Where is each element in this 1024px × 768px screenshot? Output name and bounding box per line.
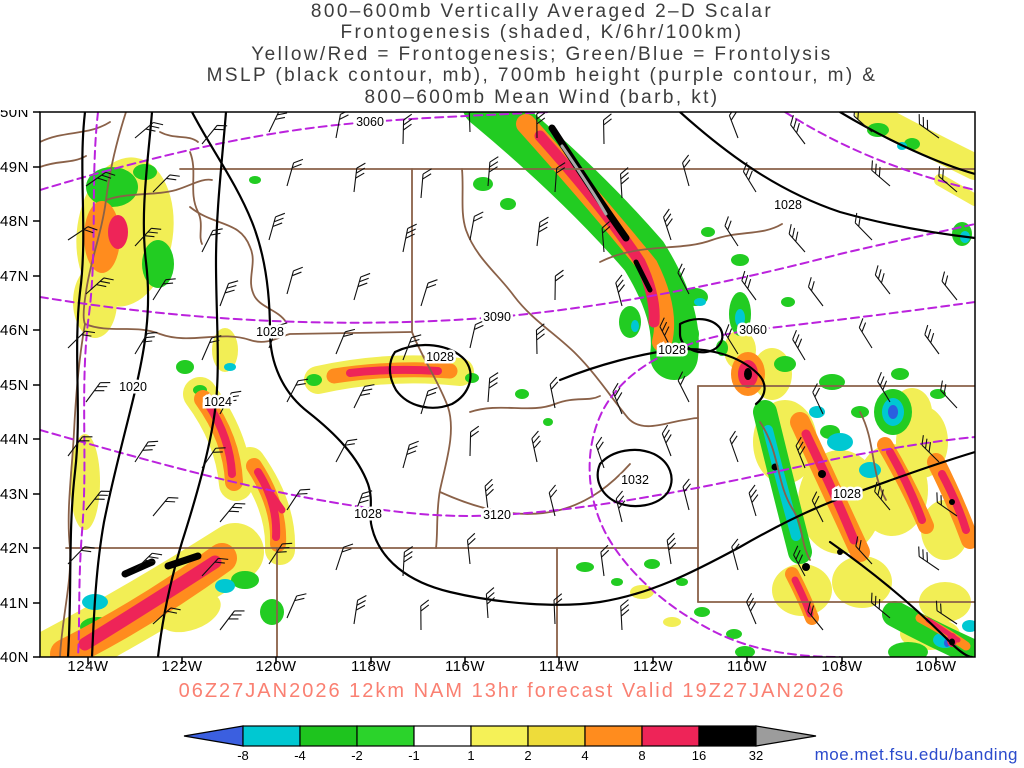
height-contour-label: 3120	[483, 508, 511, 522]
colorbar-cell	[584, 725, 643, 747]
title-line-5: 800–600mb Mean Wind (barb, kt)	[364, 86, 720, 108]
colorbar-arrow-left	[183, 725, 244, 747]
lat-axis-label: 48N	[0, 213, 29, 230]
lon-axis-label: 110W	[727, 658, 767, 675]
title-line-4: MSLP (black contour, mb), 700mb height (…	[206, 65, 878, 87]
lon-axis-label: 122W	[161, 658, 203, 675]
lat-axis-label: 50N	[0, 110, 29, 121]
colorbar-tick-label: 4	[581, 748, 588, 763]
lat-axis: 50N 49N 48N 47N 46N 45N 44N 43N 42N 41N …	[0, 110, 40, 666]
colorbar-tick-label: 2	[524, 748, 531, 763]
credit-link[interactable]: moe.met.fsu.edu/banding	[814, 745, 1018, 764]
plot-title: 800–600mb Vertically Averaged 2–D Scalar…	[60, 1, 1024, 108]
lon-axis-label: 106W	[915, 658, 957, 675]
colorbar-tick-label: -1	[408, 748, 420, 763]
colorbar-cell	[413, 725, 472, 747]
mslp-contour-label: 1028	[256, 325, 284, 339]
lat-axis-label: 45N	[0, 377, 29, 394]
lon-axis-label: 120W	[255, 658, 297, 675]
forecast-caption: 06Z27JAN2026 12km NAM 13hr forecast Vali…	[178, 680, 846, 702]
frontogenesis-shading	[40, 112, 975, 657]
colorbar-cell	[242, 725, 301, 747]
lon-axis-label: 116W	[445, 658, 485, 675]
contour-labels: 1020 1024 1028 1028 1028 1032 1028 1028 …	[117, 113, 864, 525]
colorbar-arrow-right	[755, 725, 817, 747]
mslp-contours	[66, 112, 975, 657]
lat-axis-label: 49N	[0, 159, 29, 176]
map-plot: 1020 1024 1028 1028 1028 1032 1028 1028 …	[0, 110, 976, 675]
colorbar-tick-label: 1	[467, 748, 474, 763]
title-line-2: Frontogenesis (shaded, K/6hr/100km)	[340, 22, 744, 44]
lat-axis-label: 46N	[0, 322, 29, 339]
lat-axis-label: 41N	[0, 595, 29, 612]
colorbar-cell	[299, 725, 358, 747]
colorbar-cell	[470, 725, 529, 747]
colorbar-tick-label: 16	[692, 748, 706, 763]
colorbar-tick-label: 8	[638, 748, 645, 763]
colorbar-tick-label: -4	[294, 748, 306, 763]
colorbar-cell	[527, 725, 586, 747]
mslp-contour-label: 1032	[621, 473, 649, 487]
colorbar-tick-label: 32	[749, 748, 763, 763]
lon-axis-label: 112W	[633, 658, 673, 675]
colorbar-tick-label: -8	[237, 748, 249, 763]
lat-axis-label: 42N	[0, 540, 29, 557]
mslp-contour-label: 1028	[354, 507, 382, 521]
title-line-1: 800–600mb Vertically Averaged 2–D Scalar	[310, 1, 774, 22]
mslp-contour-label: 1028	[426, 350, 454, 364]
wind-barbs	[67, 112, 958, 631]
height-contour-label: 3060	[739, 323, 767, 337]
lon-axis-label: 124W	[67, 658, 109, 675]
lat-axis-label: 43N	[0, 486, 29, 503]
lon-axis: 124W 122W 120W 118W 116W 114W 112W 110W …	[67, 657, 957, 675]
lon-axis-label: 108W	[821, 658, 863, 675]
mslp-contour-label: 1020	[119, 380, 147, 394]
title-line-3: Yellow/Red = Frontogenesis; Green/Blue =…	[251, 43, 833, 65]
lat-axis-label: 40N	[0, 649, 29, 666]
colorbar-cell	[356, 725, 415, 747]
colorbar-cell	[641, 725, 700, 747]
mslp-contour-label: 1024	[204, 395, 232, 409]
mslp-contour-label: 1028	[833, 487, 861, 501]
lon-axis-label: 114W	[539, 658, 579, 675]
height-contour-label: 3090	[483, 310, 511, 324]
colorbar-cell	[698, 725, 757, 747]
height-contour-label: 3060	[356, 115, 384, 129]
lon-axis-label: 118W	[351, 658, 391, 675]
height-contours	[40, 112, 975, 657]
colorbar-tick-label: -2	[351, 748, 363, 763]
colorbar: -8 -4 -2 -1 1 2 4 8 16 32	[183, 725, 817, 763]
lat-axis-label: 44N	[0, 431, 29, 448]
lat-axis-label: 47N	[0, 268, 29, 285]
mslp-contour-label: 1028	[658, 343, 686, 357]
mslp-contour-label: 1028	[774, 198, 802, 212]
